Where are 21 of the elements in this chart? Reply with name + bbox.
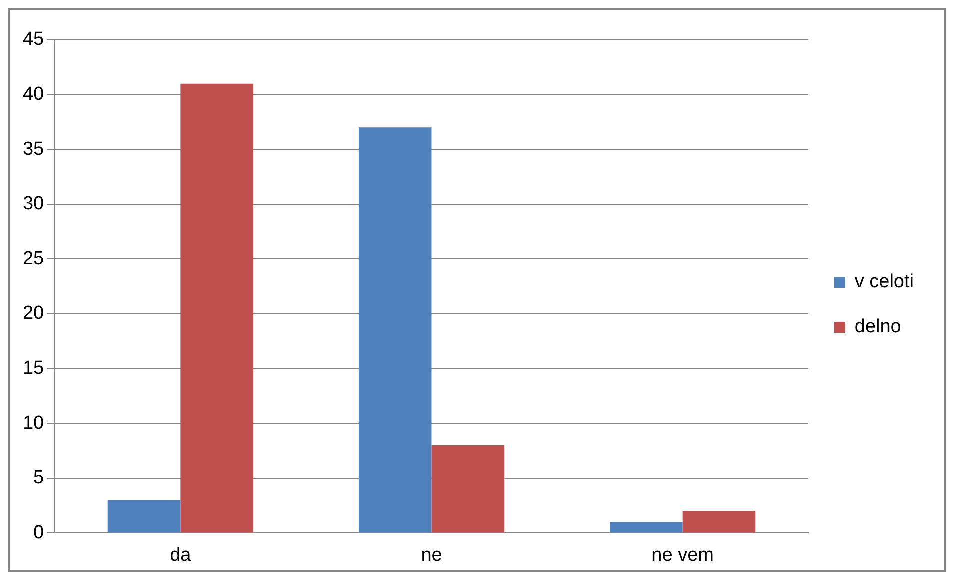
y-tick-label: 35 <box>22 138 44 160</box>
x-tick-label: ne <box>421 544 442 566</box>
y-tick-label: 40 <box>22 84 44 106</box>
bar <box>610 522 683 533</box>
y-tick-label: 0 <box>34 522 44 544</box>
x-tick-label: ne vem <box>652 544 714 566</box>
bar <box>432 446 505 533</box>
y-tick-label: 10 <box>22 412 44 434</box>
legend-label: delno <box>854 316 902 338</box>
bar <box>682 511 756 533</box>
x-tick-label: da <box>170 544 192 566</box>
bar <box>180 84 254 533</box>
y-tick-label: 20 <box>22 303 44 324</box>
y-tick-label: 15 <box>22 358 44 380</box>
y-tick-label: 5 <box>34 468 44 489</box>
bar <box>358 128 432 533</box>
legend-label: v celoti <box>854 272 914 293</box>
y-tick-label: 25 <box>22 248 44 270</box>
bar <box>108 500 181 533</box>
y-tick-label: 45 <box>22 29 44 50</box>
y-tick-label: 30 <box>22 194 44 215</box>
